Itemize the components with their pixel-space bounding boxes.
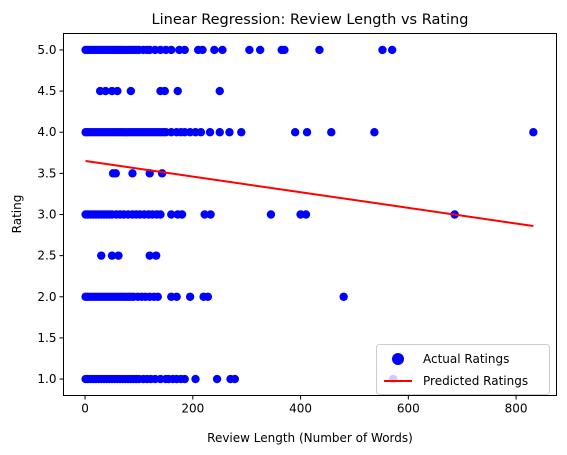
y-tick-label: 2.5 (37, 249, 56, 263)
data-point (185, 292, 195, 301)
data-point (111, 169, 120, 178)
data-point (212, 374, 222, 384)
data-point (302, 128, 312, 137)
data-point (378, 45, 387, 55)
data-point (145, 251, 154, 260)
y-tick-label: 4.0 (37, 125, 56, 139)
data-point (339, 292, 348, 301)
data-point (173, 86, 182, 96)
x-tick-label: 0 (81, 402, 89, 416)
y-axis-label: Rating (10, 195, 24, 234)
y-tick-label: 2.0 (37, 290, 56, 304)
data-point (167, 45, 176, 55)
data-point (230, 374, 240, 384)
data-point (126, 86, 136, 96)
legend-label-actual: Actual Ratings (423, 352, 509, 366)
x-tick-label: 800 (505, 402, 528, 416)
legend-marker-actual (392, 353, 404, 365)
data-point (151, 251, 161, 260)
data-point (180, 45, 189, 55)
y-tick-label: 3.5 (37, 166, 56, 180)
chart-title: Linear Regression: Review Length vs Rati… (152, 12, 469, 28)
y-tick-label: 1.0 (37, 372, 56, 386)
data-point (301, 210, 311, 219)
data-point (196, 128, 206, 137)
data-point (153, 292, 162, 301)
data-point (218, 45, 227, 55)
data-point (266, 210, 276, 219)
data-point (113, 86, 122, 96)
data-point (101, 86, 110, 96)
data-point (160, 86, 169, 96)
x-tick-label: 200 (181, 402, 204, 416)
data-point (215, 128, 224, 137)
data-point (327, 128, 336, 137)
data-point (205, 128, 215, 137)
y-axis: 1.0 1.5 2.0 2.5 3.0 3.5 4.0 4.5 5.0 (37, 43, 64, 386)
data-point (180, 374, 189, 384)
legend: Actual Ratings Predicted Ratings (376, 344, 550, 395)
data-point (114, 251, 123, 260)
data-point (97, 251, 106, 260)
data-point (172, 292, 181, 301)
data-point (191, 374, 200, 384)
legend-label-predicted: Predicted Ratings (423, 374, 528, 388)
data-point (315, 45, 324, 55)
y-tick-label: 3.0 (37, 208, 56, 222)
regression-line (85, 160, 534, 228)
y-tick-label: 1.5 (37, 331, 56, 345)
data-point (210, 45, 219, 55)
data-point (370, 128, 379, 137)
data-point (203, 292, 213, 301)
data-point (225, 128, 234, 137)
data-point (177, 210, 187, 219)
data-point (290, 128, 300, 137)
data-point (107, 251, 117, 260)
data-point (128, 169, 137, 178)
data-point (198, 45, 207, 55)
data-point (245, 45, 254, 55)
data-point (156, 210, 165, 219)
data-point (387, 45, 397, 55)
x-axis-label: Review Length (Number of Words) (207, 431, 413, 445)
y-tick-label: 4.5 (37, 84, 56, 98)
data-point (529, 128, 538, 137)
legend-box (376, 344, 550, 395)
data-point (200, 210, 209, 219)
data-point (215, 86, 224, 96)
data-point (206, 210, 215, 219)
data-point (167, 210, 176, 219)
y-tick-label: 5.0 (37, 43, 56, 57)
data-point (280, 45, 289, 55)
x-tick-label: 400 (289, 402, 312, 416)
x-axis: 0 200 400 600 800 (81, 395, 528, 416)
data-point (255, 45, 265, 55)
x-tick-label: 600 (397, 402, 420, 416)
plot-area (81, 45, 538, 384)
data-point (237, 128, 246, 137)
